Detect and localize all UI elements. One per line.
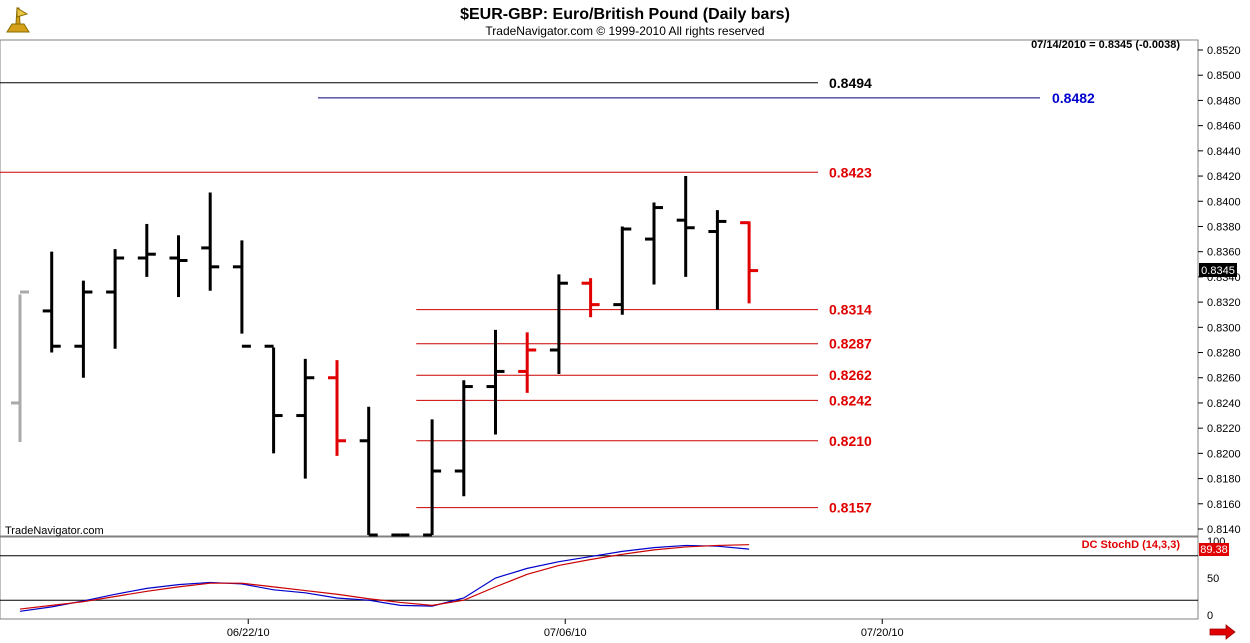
ohlc-bar — [454, 380, 473, 497]
ohlc-bar — [549, 274, 568, 374]
level-label: 0.8423 — [829, 164, 872, 180]
level-label: 0.8287 — [829, 336, 872, 352]
price-bars — [11, 176, 759, 537]
date-axis: 06/22/10 07/06/10 07/20/10 — [227, 619, 904, 639]
price-tick-label: 0.8160 — [1207, 499, 1241, 511]
ohlc-bar — [708, 210, 727, 310]
ohlc-bar — [42, 251, 61, 353]
ohlc-bar — [359, 406, 378, 537]
ohlc-bar — [676, 176, 695, 277]
price-tick-label: 0.8260 — [1207, 373, 1241, 385]
price-pane — [0, 39, 1199, 537]
date-tick-label: 07/06/10 — [544, 627, 587, 639]
last-price-label: 0.8345 — [1201, 265, 1235, 277]
ohlc-bar — [232, 240, 251, 348]
ohlc-bar — [201, 192, 220, 291]
level-label: 0.8482 — [1052, 90, 1095, 106]
indicator-tick-label: 50 — [1207, 573, 1219, 585]
price-tick-label: 0.8320 — [1207, 297, 1241, 309]
price-tick-label: 0.8420 — [1207, 171, 1241, 183]
date-tick-label: 07/20/10 — [861, 627, 904, 639]
watermark: TradeNavigator.com — [5, 525, 104, 537]
scroll-right-arrow-icon[interactable] — [1208, 624, 1236, 640]
price-tick-label: 0.8440 — [1207, 146, 1241, 158]
ohlc-bar — [328, 360, 346, 456]
chart-title: $EUR-GBP: Euro/British Pound (Daily bars… — [460, 6, 790, 23]
indicator-name: DC StochD (14,3,3) — [1082, 539, 1181, 551]
date-axis-strip — [0, 620, 1250, 643]
level-label: 0.8157 — [829, 500, 872, 516]
chart-subtitle: TradeNavigator.com © 1999-2010 All right… — [485, 24, 764, 38]
price-levels: 0.8494 0.8482 0.8423 0.8314 0.8287 0.8262 0.82… — [0, 75, 1095, 516]
price-tick-label: 0.8500 — [1207, 70, 1241, 82]
price-tick-label: 0.8140 — [1207, 524, 1241, 536]
indicator-value-tag — [1199, 543, 1229, 556]
level-label: 0.8242 — [829, 392, 872, 408]
price-tick-label: 0.8520 — [1207, 45, 1241, 57]
ohlc-bar — [613, 226, 632, 315]
price-tick-label: 0.8200 — [1207, 448, 1241, 460]
level-label: 0.8314 — [829, 302, 872, 318]
ohlc-bar — [169, 235, 188, 298]
price-tick-label: 0.8360 — [1207, 247, 1241, 259]
ohlc-bar — [581, 278, 600, 318]
price-tick-label: 0.8300 — [1207, 322, 1241, 334]
level-label: 0.8210 — [829, 433, 872, 449]
level-label: 0.8494 — [829, 75, 872, 91]
ohlc-bar — [518, 332, 537, 393]
price-tick-label: 0.8280 — [1207, 348, 1241, 360]
ohlc-bar — [645, 202, 663, 285]
indicator-series-line — [19, 544, 750, 612]
date-tick-label: 06/22/10 — [227, 627, 270, 639]
indicator-value: 89.38 — [1200, 544, 1228, 556]
price-tick-label: 0.8460 — [1207, 121, 1241, 133]
ohlc-bar — [264, 344, 283, 454]
indicator-pane — [0, 536, 1199, 620]
indicator-series-line — [19, 544, 750, 610]
ohlc-bar — [74, 280, 93, 378]
ohlc-bar — [423, 419, 442, 537]
ohlc-bar — [137, 223, 156, 277]
price-tick-label: 0.8380 — [1207, 221, 1241, 233]
price-tick-label: 0.8480 — [1207, 95, 1241, 107]
last-price-tag — [1199, 263, 1237, 277]
app-logo-icon[interactable] — [6, 7, 30, 33]
price-tick-label: 0.8240 — [1207, 398, 1241, 410]
ohlc-bar — [740, 221, 759, 304]
ohlc-bar — [486, 329, 505, 435]
price-readout: 07/14/2010 = 0.8345 (-0.0038) — [1031, 39, 1180, 51]
price-tick-label: 0.8220 — [1207, 423, 1241, 435]
level-label: 0.8262 — [829, 367, 872, 383]
ohlc-bar — [11, 290, 29, 443]
price-axis: 0.8520 0.8500 0.8480 0.8460 0.8440 0.8420 0.84… — [1198, 45, 1241, 536]
indicator-tick-label: 0 — [1207, 610, 1213, 622]
ohlc-bar — [296, 358, 315, 479]
price-tick-label: 0.8400 — [1207, 196, 1241, 208]
price-tick-label: 0.8180 — [1207, 474, 1241, 486]
ohlc-bar — [106, 249, 125, 349]
